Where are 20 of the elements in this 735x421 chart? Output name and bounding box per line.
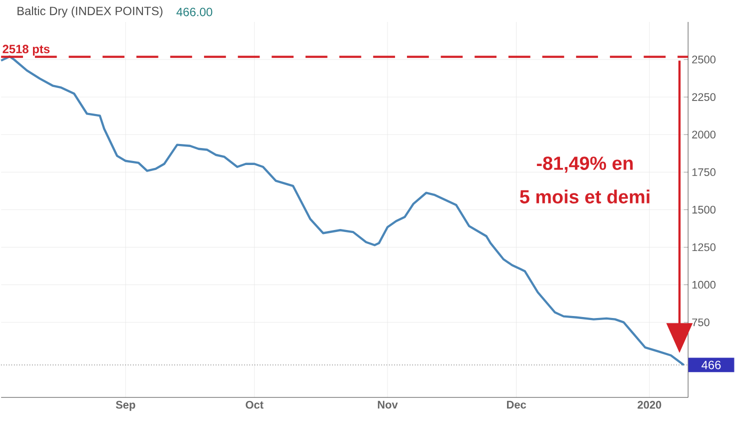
y-tick-label: 2250	[692, 93, 716, 101]
y-tick-label: 1250	[692, 243, 716, 251]
line-series	[0, 55, 685, 366]
annotation: 5 mois et demi	[520, 189, 650, 204]
x-tick-label: 2020	[638, 400, 662, 408]
x-tick-label: Sep	[116, 400, 136, 411]
y-tick-label: 1750	[692, 168, 716, 176]
y-tick-label: 2500	[692, 55, 716, 64]
chart-title: Baltic Dry (INDEX POINTS)	[18, 6, 162, 18]
y-tick-label: 1500	[692, 206, 716, 214]
ref-line-label: 466	[702, 360, 721, 370]
x-tick-label: Nov	[378, 400, 398, 408]
y-tick-label: 1000	[692, 280, 716, 288]
y-tick-label: 750	[692, 318, 710, 326]
chart-subtitle: 466.00	[176, 8, 212, 16]
x-tick-label: Oct	[246, 400, 264, 408]
y-tick-label: 2000	[692, 130, 716, 138]
ref-line-label: 2518 pts	[2, 44, 50, 56]
x-tick-label: Dec	[507, 400, 526, 408]
annotation: -81,49% en	[536, 156, 633, 172]
